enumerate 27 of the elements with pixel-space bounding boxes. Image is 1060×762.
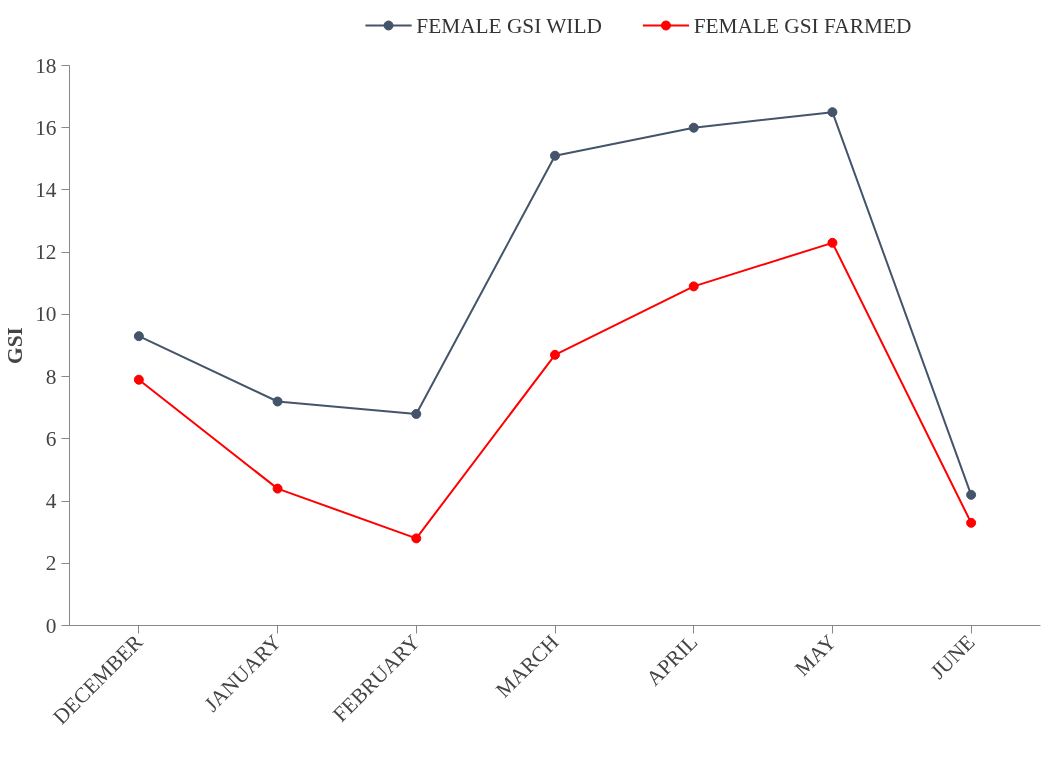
point xyxy=(966,517,977,528)
y-tick-label: 6 xyxy=(45,426,57,451)
y-tick-label: 2 xyxy=(45,551,57,576)
legend-label: FEMALE GSI FARMED xyxy=(693,13,912,38)
point xyxy=(827,237,838,248)
point xyxy=(133,374,144,385)
legend-label: FEMALE GSI WILD xyxy=(416,13,602,38)
point xyxy=(133,331,144,342)
point xyxy=(550,349,560,360)
y-tick-label: 4 xyxy=(45,489,57,514)
point xyxy=(550,150,560,161)
y-tick-label: 10 xyxy=(35,302,57,327)
y-axis-title: GSI xyxy=(3,327,28,364)
y-tick-label: 8 xyxy=(45,364,57,389)
point xyxy=(411,533,422,544)
y-tick-label: 14 xyxy=(35,177,57,202)
point xyxy=(688,122,699,133)
point xyxy=(688,281,699,292)
y-tick-label: 18 xyxy=(35,53,57,78)
y-tick-label: 12 xyxy=(35,240,57,265)
point xyxy=(966,489,977,500)
point xyxy=(272,483,283,494)
point xyxy=(827,107,838,118)
y-tick-label: 0 xyxy=(45,613,57,638)
point xyxy=(411,408,422,419)
y-tick-label: 16 xyxy=(35,115,57,140)
point xyxy=(272,396,283,407)
